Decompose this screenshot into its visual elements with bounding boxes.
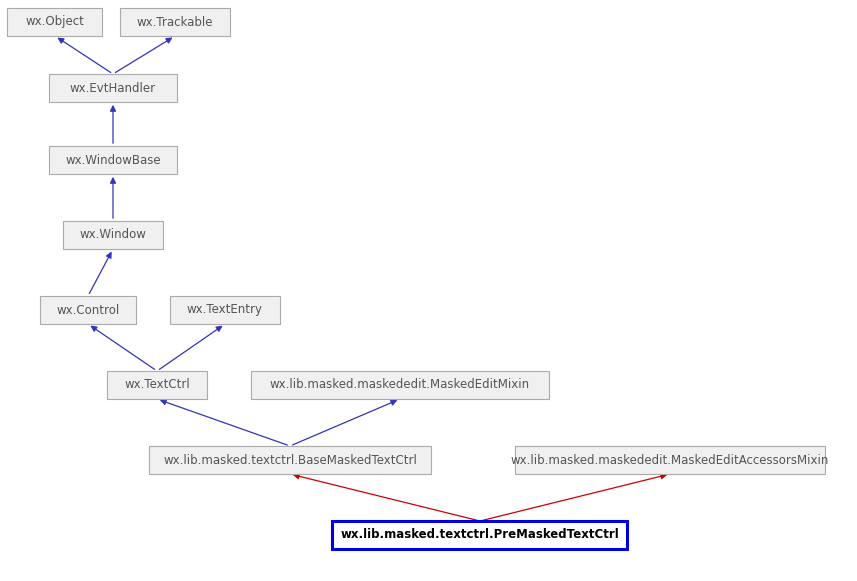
Text: wx.Control: wx.Control [57,303,120,317]
Text: wx.Window: wx.Window [80,228,147,242]
Text: wx.TextEntry: wx.TextEntry [187,303,263,317]
FancyBboxPatch shape [120,8,230,36]
Text: wx.lib.masked.textctrl.BaseMaskedTextCtrl: wx.lib.masked.textctrl.BaseMaskedTextCtr… [163,454,417,467]
FancyBboxPatch shape [49,146,177,174]
FancyBboxPatch shape [8,8,103,36]
Text: wx.lib.masked.maskededit.MaskedEditAccessorsMixin: wx.lib.masked.maskededit.MaskedEditAcces… [511,454,830,467]
Text: wx.Object: wx.Object [26,16,85,28]
FancyBboxPatch shape [333,521,627,549]
FancyBboxPatch shape [251,371,549,399]
FancyBboxPatch shape [170,296,280,324]
Text: wx.TextCtrl: wx.TextCtrl [124,378,190,392]
Text: wx.WindowBase: wx.WindowBase [65,153,161,167]
Text: wx.lib.masked.maskededit.MaskedEditMixin: wx.lib.masked.maskededit.MaskedEditMixin [270,378,530,392]
Text: wx.EvtHandler: wx.EvtHandler [70,81,156,95]
FancyBboxPatch shape [40,296,136,324]
FancyBboxPatch shape [49,74,177,102]
FancyBboxPatch shape [63,221,163,249]
FancyBboxPatch shape [515,446,825,474]
Text: wx.lib.masked.textctrl.PreMaskedTextCtrl: wx.lib.masked.textctrl.PreMaskedTextCtrl [340,529,620,541]
Text: wx.Trackable: wx.Trackable [137,16,213,28]
FancyBboxPatch shape [149,446,431,474]
FancyBboxPatch shape [107,371,207,399]
